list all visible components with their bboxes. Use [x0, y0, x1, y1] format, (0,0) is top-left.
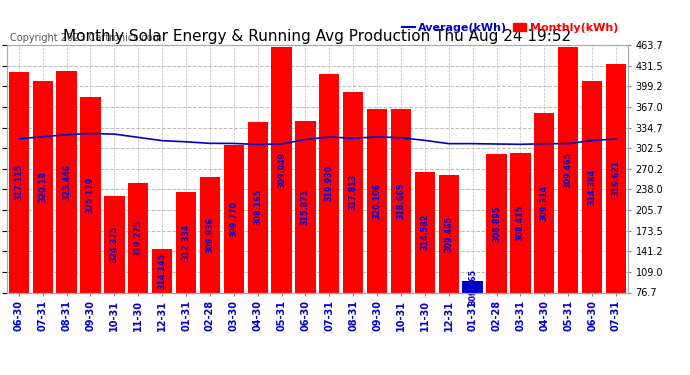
Bar [415, 172, 435, 292]
Text: 320.106: 320.106 [373, 183, 382, 219]
Text: 314.384: 314.384 [588, 169, 597, 205]
Bar [224, 145, 244, 292]
Text: 323.446: 323.446 [62, 164, 71, 200]
Bar [128, 183, 148, 292]
Bar [57, 71, 77, 292]
Bar [200, 177, 220, 292]
Text: 319.275: 319.275 [134, 220, 143, 256]
Text: 315.871: 315.871 [301, 189, 310, 225]
Text: 309.465: 309.465 [444, 216, 453, 252]
Text: 308.895: 308.895 [492, 205, 501, 242]
Text: 317.115: 317.115 [14, 164, 23, 201]
Bar [295, 121, 315, 292]
Text: 314.582: 314.582 [420, 214, 429, 250]
Bar [343, 92, 364, 292]
Bar [32, 81, 53, 292]
Text: 320.18: 320.18 [38, 171, 47, 202]
Bar [271, 47, 292, 292]
Text: 309.936: 309.936 [206, 216, 215, 253]
Bar [152, 249, 172, 292]
Text: 324.375: 324.375 [110, 226, 119, 262]
Text: 308.415: 308.415 [516, 205, 525, 241]
Bar [104, 196, 124, 292]
Bar [367, 110, 387, 292]
Text: 325.179: 325.179 [86, 176, 95, 213]
Bar [248, 122, 268, 292]
Legend: Average(kWh), Monthly(kWh): Average(kWh), Monthly(kWh) [397, 18, 622, 37]
Text: 309.314: 309.314 [540, 184, 549, 220]
Text: 314.145: 314.145 [157, 253, 167, 289]
Text: 309.770: 309.770 [229, 201, 238, 237]
Bar [319, 74, 339, 292]
Bar [176, 192, 196, 292]
Text: Copyright 2023 Cartronics.com: Copyright 2023 Cartronics.com [10, 33, 162, 42]
Text: 308.165: 308.165 [253, 189, 262, 225]
Text: 312.334: 312.334 [181, 224, 190, 260]
Text: 309.049: 309.049 [277, 152, 286, 188]
Bar [582, 81, 602, 292]
Bar [606, 64, 626, 292]
Text: 309.465: 309.465 [468, 268, 477, 305]
Bar [462, 281, 483, 292]
Text: 317.813: 317.813 [348, 174, 357, 210]
Text: 318.665: 318.665 [397, 183, 406, 219]
Bar [391, 110, 411, 292]
Bar [80, 97, 101, 292]
Bar [558, 47, 578, 292]
Text: 309.465: 309.465 [564, 152, 573, 188]
Text: 319.930: 319.930 [325, 165, 334, 201]
Bar [439, 175, 459, 292]
Text: 316.621: 316.621 [611, 160, 620, 196]
Title: Monthly Solar Energy & Running Avg Production Thu Aug 24 19:52: Monthly Solar Energy & Running Avg Produ… [63, 29, 571, 44]
Bar [486, 154, 506, 292]
Bar [534, 112, 555, 292]
Bar [511, 153, 531, 292]
Bar [9, 72, 29, 292]
